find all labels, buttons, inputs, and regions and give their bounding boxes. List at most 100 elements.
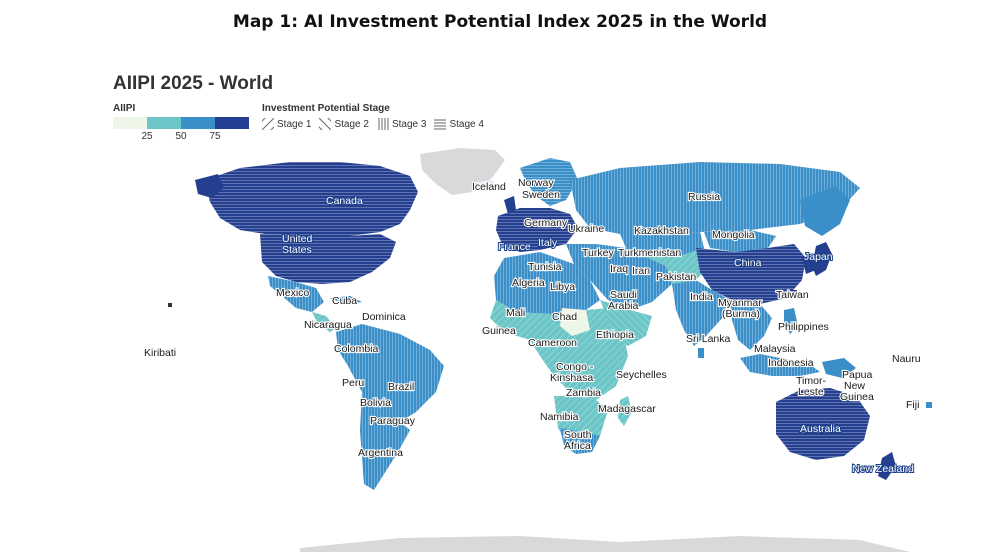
label-norway: Norway [518,177,554,189]
label-paraguay: Paraguay [370,415,416,427]
label-malaysia: Malaysia [754,343,796,355]
page-title: Map 1: AI Investment Potential Index 202… [232,12,768,32]
russia-east-shape[interactable] [800,186,850,236]
sri-lanka-shape[interactable] [698,348,704,358]
label-brazil: Brazil [388,381,414,393]
label-italy: Italy [538,237,558,249]
legend-tick: 25 [141,131,153,142]
label-congo-kinshasa: Congo -Kinshasa [550,361,594,384]
label-timor-leste: Timor-Leste [796,375,826,398]
legend-scale-segment [147,117,181,129]
fiji-shape[interactable] [926,402,932,408]
label-turkmenistan: Turkmenistan [618,247,681,259]
label-indonesia: Indonesia [768,357,814,369]
label-nicaragua: Nicaragua [304,319,352,331]
label-philippines: Philippines [778,321,829,333]
legend-tick: 50 [175,131,187,142]
label-cameroon: Cameroon [528,337,577,349]
legend-color-scale [113,117,249,129]
korea-shape[interactable] [802,256,816,274]
label-myanmar: Myanmar (Burma) [718,297,762,320]
label-mongolia: Mongolia [712,229,755,241]
label-iceland: Iceland [472,181,506,193]
legend-stage-label: Stage 1 [277,118,312,130]
label-iran: Iran [632,265,650,277]
label-ukraine: Ukraine [568,223,604,235]
legend-stage-label: Stage 4 [449,118,484,130]
label-united-states: United States [282,233,313,256]
horizontal-pattern-icon [434,118,447,130]
label-iraq: Iraq [610,263,628,275]
label-dominica: Dominica [362,311,406,323]
papua-new-guinea-shape[interactable] [822,358,856,378]
label-mexico: Mexico [276,287,309,299]
label-ethiopia: Ethiopia [596,329,634,341]
label-libya: Libya [550,281,575,293]
legend-scale-segment [113,117,147,129]
uk-shape[interactable] [504,196,516,214]
new-zealand-shape[interactable] [878,452,896,480]
legend-stage-4: Stage 4 [434,118,484,130]
world-map[interactable]: Canada United States Mexico Cuba Dominica… [100,140,960,552]
label-france: France [498,241,531,253]
label-india: India [690,291,713,303]
label-namibia: Namibia [540,411,579,423]
label-guinea: Guinea [482,325,516,337]
label-algeria: Algeria [512,277,545,289]
label-saudi-arabia: Saudi Arabia [608,289,639,312]
antarctica-shape [300,536,910,552]
label-chad: Chad [552,311,577,323]
label-peru: Peru [342,377,364,389]
label-madagascar: Madagascar [598,403,656,415]
legend-stage-title: Investment Potential Stage [262,103,390,114]
taiwan-shape[interactable] [792,290,797,298]
iceland-shape[interactable] [475,180,498,192]
legend-stage-1: Stage 1 [262,118,311,130]
vertical-pattern-icon [376,118,389,130]
label-germany: Germany [524,217,568,229]
legend-tick: 75 [209,131,221,142]
label-seychelles: Seychelles [616,369,667,381]
chad-shape[interactable] [560,308,590,336]
legend-stage-label: Stage 2 [334,118,369,130]
label-japan: Japan [804,251,833,263]
label-bolivia: Bolivia [360,397,391,409]
label-taiwan: Taiwan [776,289,809,301]
label-kiribati: Kiribati [144,347,176,359]
label-canada: Canada [326,195,363,207]
label-china: China [734,257,762,269]
legend-scale-segment [215,117,249,129]
legend-aiipi-title: AIIPI [113,103,136,114]
label-new-zealand: New Zealand [852,463,914,475]
label-south-africa: South Africa [564,429,592,452]
world-map-svg[interactable]: Canada United States Mexico Cuba Dominica… [100,140,960,552]
label-cuba: Cuba [332,295,357,307]
label-russia: Russia [688,191,720,203]
label-mali: Mali [506,307,525,319]
legend-scale-ticks: 25 50 75 [113,131,253,143]
diagonal-left-pattern-icon [319,118,332,130]
label-pakistan: Pakistan [656,271,696,283]
legend-stage-2: Stage 2 [319,118,369,130]
label-nauru: Nauru [892,353,921,365]
kiribati-shape[interactable] [168,303,172,307]
label-tunisia: Tunisia [528,261,562,273]
diagonal-right-pattern-icon [262,118,274,130]
label-papua-new-guinea: Papua New Guinea [840,369,874,403]
map-title: AIIPI 2025 - World [113,73,274,94]
alaska-shape[interactable] [195,174,224,198]
caribbean-shape[interactable] [330,296,362,304]
philippines-shape[interactable] [784,308,798,334]
legend-stage-3: Stage 3 [376,118,427,130]
label-colombia: Colombia [334,343,379,355]
label-sri-lanka: Sri Lanka [686,333,731,345]
label-argentina: Argentina [358,447,403,459]
label-sweden: Sweden [522,189,560,201]
legend-stages: Stage 1 Stage 2 Stage 3 Stage 4 [262,118,484,130]
legend-scale-segment [181,117,215,129]
legend-stage-label: Stage 3 [391,118,427,130]
japan-shape[interactable] [812,242,832,276]
label-australia: Australia [800,423,841,435]
label-kazakhstan: Kazakhstan [634,225,689,237]
label-turkey: Turkey [582,247,614,259]
